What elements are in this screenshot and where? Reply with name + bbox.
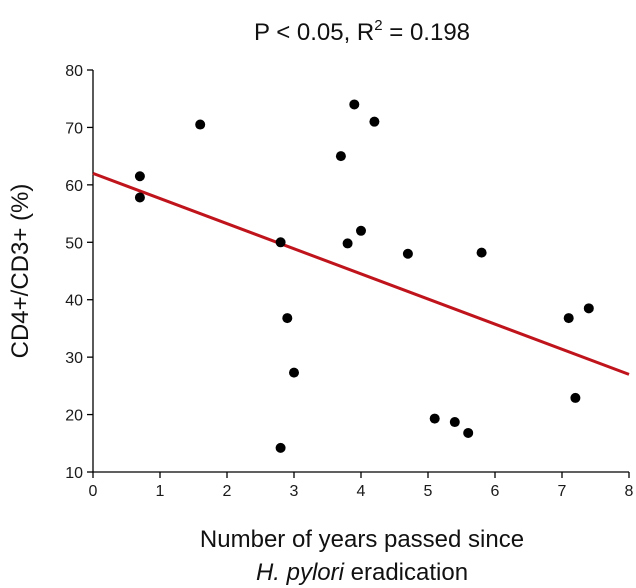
data-point bbox=[563, 313, 574, 324]
y-tick-label: 80 bbox=[65, 63, 83, 80]
data-point bbox=[275, 237, 286, 248]
y-tick-label: 10 bbox=[65, 465, 83, 482]
x-axis-title-line1: Number of years passed since bbox=[200, 526, 524, 553]
x-tick-label: 1 bbox=[156, 483, 165, 500]
data-point bbox=[134, 192, 145, 203]
chart-title-superscript: 2 bbox=[374, 17, 382, 34]
x-tick-label: 3 bbox=[290, 483, 299, 500]
data-point bbox=[570, 392, 581, 403]
chart-title-suffix: = 0.198 bbox=[383, 19, 470, 46]
chart-title-main: P < 0.05, R bbox=[254, 19, 374, 46]
data-point bbox=[289, 367, 299, 378]
y-tick-label: 60 bbox=[65, 178, 83, 195]
regression-line bbox=[92, 171, 630, 376]
data-point bbox=[195, 119, 206, 130]
data-point bbox=[429, 413, 440, 424]
data-point bbox=[402, 248, 413, 259]
x-tick-label: 7 bbox=[558, 483, 567, 500]
data-point bbox=[349, 99, 360, 110]
y-tick-label: 20 bbox=[65, 408, 83, 425]
data-point bbox=[449, 417, 460, 428]
x-tick-label: 4 bbox=[357, 483, 366, 500]
data-point bbox=[282, 313, 293, 324]
y-axis-title: CD4+/CD3+ (%) bbox=[7, 184, 34, 359]
data-point bbox=[476, 247, 487, 258]
plot-area: 10 20 30 40 50 60 70 80 0 1 2 3 4 5 6 7 8 bbox=[65, 63, 633, 500]
y-tick-label: 40 bbox=[65, 293, 83, 310]
x-axis-title-line2: H. pylori eradication bbox=[256, 559, 468, 586]
x-tick-label: 2 bbox=[223, 483, 232, 500]
x-tick-label: 0 bbox=[89, 483, 98, 500]
data-point bbox=[134, 171, 145, 182]
data-point bbox=[275, 442, 286, 453]
y-tick-label: 30 bbox=[65, 350, 83, 367]
data-point bbox=[583, 303, 594, 314]
x-axis-title-italic: H. pylori bbox=[256, 559, 345, 586]
x-tick-label: 5 bbox=[424, 483, 433, 500]
y-tick-label: 50 bbox=[65, 235, 83, 252]
chart-title: P < 0.05, R2 = 0.198 bbox=[254, 17, 470, 46]
data-point bbox=[369, 116, 380, 127]
data-point bbox=[342, 238, 353, 249]
data-point bbox=[356, 225, 366, 236]
x-axis-title-rest: eradication bbox=[344, 559, 468, 586]
x-tick-label: 6 bbox=[491, 483, 500, 500]
data-point bbox=[335, 151, 346, 162]
x-tick-label: 8 bbox=[625, 483, 634, 500]
y-tick-label: 70 bbox=[65, 120, 83, 137]
data-point bbox=[463, 427, 474, 438]
